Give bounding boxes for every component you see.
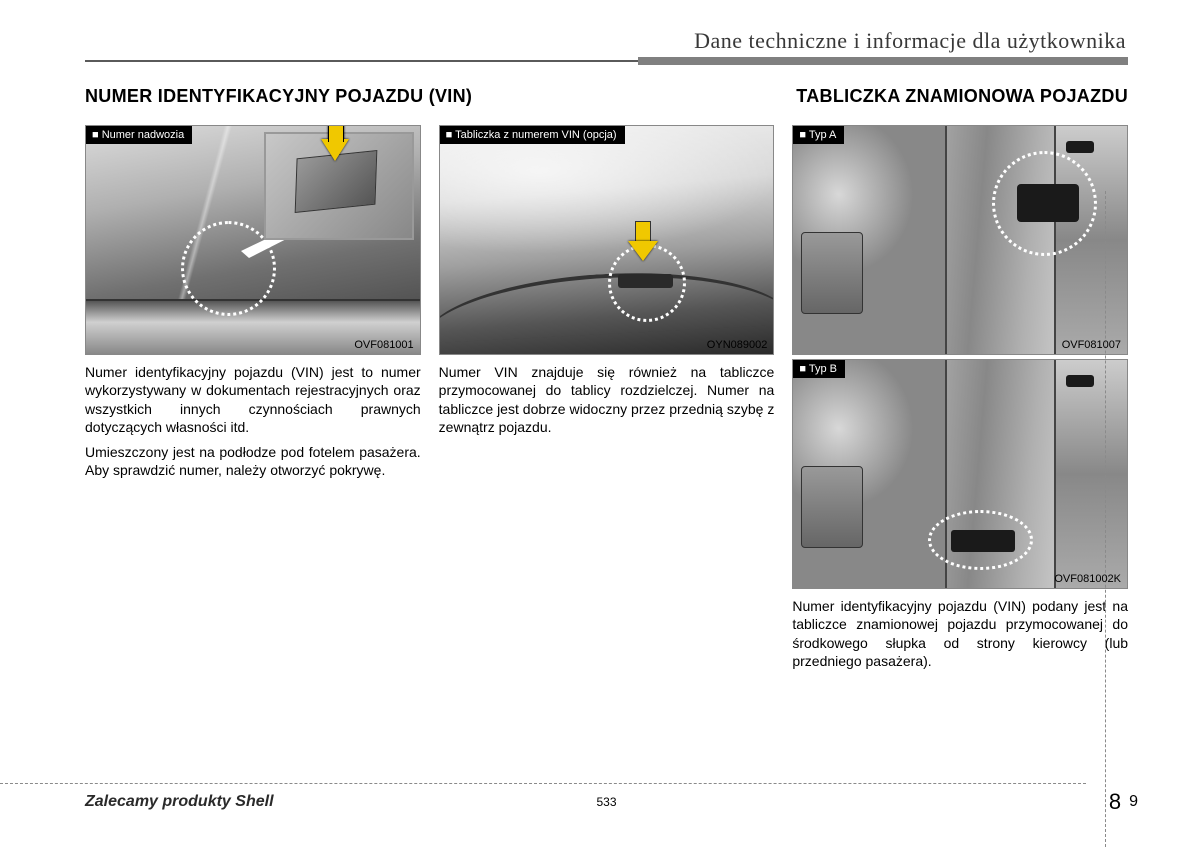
footer: Zalecamy produkty Shell 533 8 9 [0,787,1200,817]
col3-para1: Numer identyfikacyjny pojazdu (VIN) poda… [792,597,1128,671]
fig1-code: OVF081001 [354,339,413,351]
fig1-inset [264,132,414,240]
fig4-seat [793,360,946,588]
arrow-down-icon [321,139,349,161]
figure-vin-floor: ■ Numer nadwozia OVF081001 [85,125,421,355]
fig3-code: OVF081007 [1062,339,1121,351]
fig3-seat [793,126,946,354]
figure-vin-dash: ■ Tabliczka z numerem VIN (opcja) OYN089… [439,125,775,355]
fig3-label: ■ Typ A [793,126,844,144]
col1-para1: Numer identyfikacyjny pojazdu (VIN) jest… [85,363,421,437]
fig3-highlight-circle [992,151,1097,256]
fig4-highlight-circle [928,510,1033,570]
column-1: NUMER IDENTYFIKACYJNY POJAZDU (VIN) ■ Nu… [85,86,421,671]
fig2-label: ■ Tabliczka z numerem VIN (opcja) [440,126,625,144]
fig4-switch [1066,375,1094,387]
footer-page-num: 9 [1129,793,1138,811]
arrow-down-icon [635,221,658,261]
footer-page-small: 533 [596,795,616,809]
col1-para2: Umieszczony jest na podłodze pod fotelem… [85,443,421,480]
page: Dane techniczne i informacje dla użytkow… [0,0,1200,671]
figure-plate-type-a: ■ Typ A OVF081007 [792,125,1128,355]
footer-dashed-line [0,783,1086,784]
fig1-label: ■ Numer nadwozia [86,126,192,144]
section-title-plate: TABLICZKA ZNAMIONOWA POJAZDU [792,86,1128,107]
fig2-code: OYN089002 [707,339,768,351]
fig4-door [1054,360,1127,588]
columns: NUMER IDENTYFIKACYJNY POJAZDU (VIN) ■ Nu… [85,86,1128,671]
figure-plate-type-b: ■ Typ B OVF081002K [792,359,1128,589]
section-title-vin: NUMER IDENTYFIKACYJNY POJAZDU (VIN) [85,86,421,107]
footer-section-num: 8 [1109,789,1121,815]
column-3: TABLICZKA ZNAMIONOWA POJAZDU ■ Typ A OVF… [792,86,1128,671]
fig3-switch [1066,141,1094,153]
header: Dane techniczne i informacje dla użytkow… [85,28,1128,62]
fig4-label: ■ Typ B [793,360,845,378]
footer-vertical-dashed [1105,191,1106,847]
fig4-code: OVF081002K [1054,573,1121,585]
column-2: . ■ Tabliczka z numerem VIN (opcja) OYN0… [439,86,775,671]
footer-page-right: 8 9 [1109,789,1138,815]
header-rule [85,60,1128,62]
header-rule-thick [638,57,1128,65]
chapter-title: Dane techniczne i informacje dla użytkow… [85,28,1128,54]
footer-brand-text: Zalecamy produkty Shell [85,793,274,811]
col2-para1: Numer VIN znajduje się również na tablic… [439,363,775,437]
footer-row: Zalecamy produkty Shell 533 8 9 [85,787,1128,817]
